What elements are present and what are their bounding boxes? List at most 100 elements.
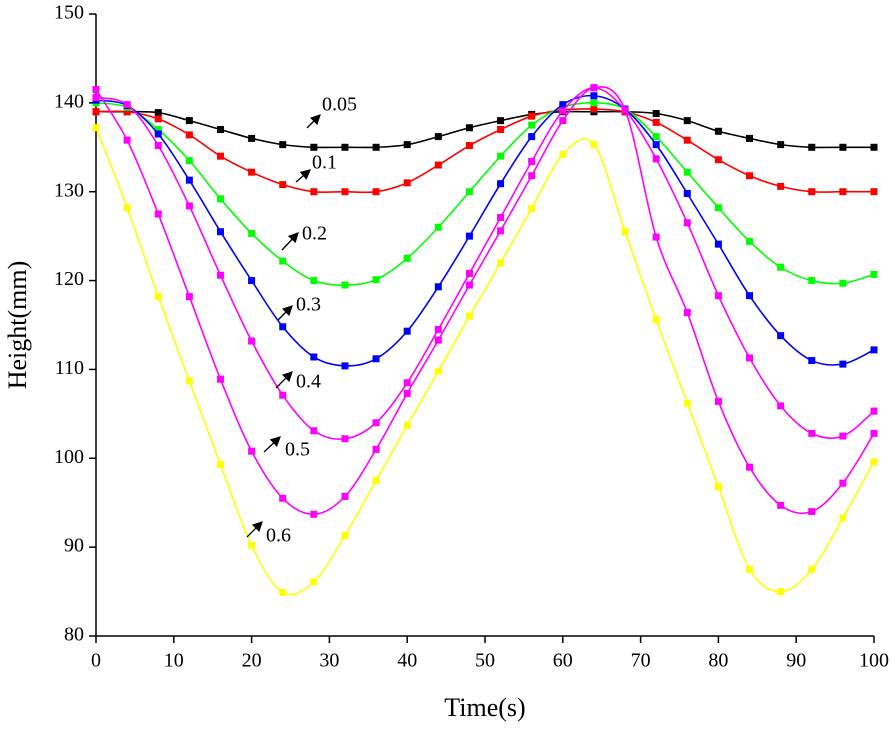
y-tick-label: 100: [54, 446, 84, 468]
point: [808, 357, 816, 365]
point: [777, 332, 785, 340]
point: [154, 293, 162, 301]
point: [590, 141, 598, 149]
point: [248, 229, 256, 237]
point: [497, 259, 505, 267]
point: [652, 233, 660, 241]
point: [372, 276, 380, 284]
point: [559, 101, 567, 109]
y-tick-label: 80: [64, 624, 84, 646]
point: [870, 143, 878, 151]
point: [777, 501, 785, 509]
point: [279, 323, 287, 331]
series-label: 0.05: [322, 94, 357, 116]
point: [403, 327, 411, 335]
series-label: 0.1: [312, 152, 337, 174]
point: [279, 494, 287, 502]
point: [808, 429, 816, 437]
point: [870, 458, 878, 466]
point: [683, 219, 691, 227]
x-tick-label: 70: [631, 650, 651, 672]
point: [92, 94, 100, 102]
x-tick-label: 10: [164, 650, 184, 672]
point: [714, 204, 722, 212]
annotation-arrow: [306, 114, 321, 129]
point: [683, 136, 691, 144]
series-label: 0.2: [302, 223, 327, 245]
y-tick-label: 90: [64, 535, 84, 557]
point: [528, 112, 536, 120]
point: [839, 188, 847, 196]
point: [839, 514, 847, 522]
annotation-arrow: [246, 521, 263, 538]
point: [341, 143, 349, 151]
point: [123, 136, 131, 144]
point: [652, 141, 660, 149]
point: [465, 142, 473, 150]
point: [528, 158, 536, 166]
point: [92, 108, 100, 116]
point: [528, 172, 536, 180]
point: [497, 227, 505, 235]
point: [403, 141, 411, 149]
point: [248, 541, 256, 549]
point: [590, 92, 598, 100]
point: [746, 172, 754, 180]
point: [248, 168, 256, 176]
point: [652, 118, 660, 126]
point: [808, 277, 816, 285]
point: [465, 281, 473, 289]
point: [839, 279, 847, 287]
point: [714, 397, 722, 405]
point: [310, 353, 318, 361]
point: [777, 402, 785, 410]
series-label: 0.3: [296, 294, 321, 316]
point: [185, 131, 193, 139]
x-tick-label: 0: [91, 650, 101, 672]
point: [216, 228, 224, 236]
point: [216, 195, 224, 203]
point: [683, 399, 691, 407]
point: [185, 176, 193, 184]
point: [185, 157, 193, 165]
point: [870, 429, 878, 437]
point: [683, 117, 691, 125]
point: [154, 210, 162, 218]
point: [683, 189, 691, 197]
point: [714, 156, 722, 164]
annotation-arrow: [275, 371, 293, 389]
point: [528, 205, 536, 213]
point: [746, 134, 754, 142]
point: [310, 578, 318, 586]
point: [185, 202, 193, 210]
point: [372, 355, 380, 363]
x-axis-title: Time(s): [444, 693, 525, 722]
point: [497, 213, 505, 221]
point: [714, 240, 722, 248]
point: [341, 532, 349, 540]
point: [310, 143, 318, 151]
point: [839, 143, 847, 151]
point: [465, 188, 473, 196]
point: [465, 269, 473, 277]
point: [528, 133, 536, 141]
point: [216, 152, 224, 160]
x-tick-label: 30: [319, 650, 339, 672]
point: [652, 316, 660, 324]
point: [216, 271, 224, 279]
point: [403, 179, 411, 187]
point: [310, 188, 318, 196]
series-line: [95, 108, 874, 194]
point: [870, 270, 878, 278]
point: [372, 143, 380, 151]
point: [714, 292, 722, 300]
point: [434, 336, 442, 344]
point: [777, 141, 785, 149]
point: [434, 283, 442, 291]
point: [808, 565, 816, 573]
series-label: 0.4: [296, 371, 321, 393]
annotation-arrow: [281, 232, 299, 251]
point: [559, 117, 567, 125]
point: [248, 277, 256, 285]
